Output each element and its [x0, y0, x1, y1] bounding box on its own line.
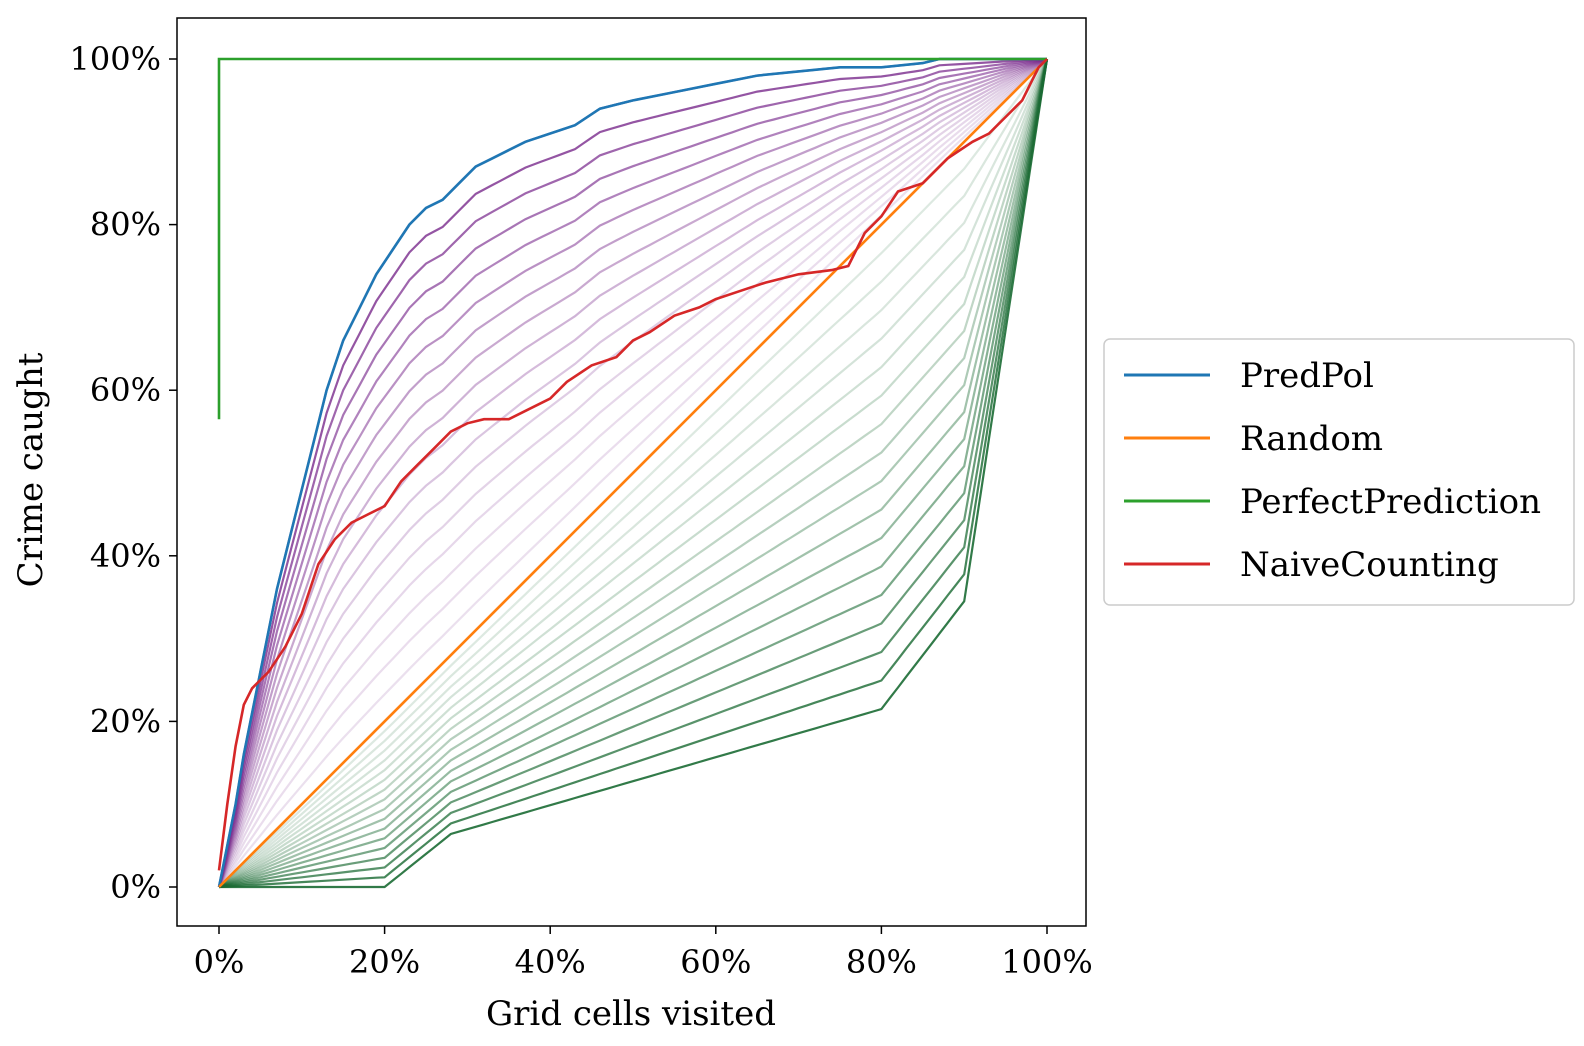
x-tick-label: 40%: [515, 943, 586, 981]
purple-curve: [217, 57, 1048, 888]
series-line-PredPol: [217, 57, 1047, 888]
green-curve: [219, 58, 1049, 889]
green-curve: [218, 58, 1048, 888]
y-axis: 0% 20% 40% 60% 80% 100%: [70, 40, 177, 906]
legend-label: PerfectPrediction: [1240, 482, 1541, 522]
green-curve: [218, 58, 1049, 889]
legend-label: PredPol: [1240, 356, 1374, 396]
green-curve: [218, 58, 1049, 888]
y-tick-label: 60%: [90, 371, 161, 409]
series-line-PerfectPrediction: [217, 57, 1047, 420]
purple-curve: [217, 57, 1048, 888]
series-line-Random: [218, 58, 1048, 888]
x-tick-label: 80%: [846, 943, 917, 981]
green-curve: [218, 58, 1049, 888]
green-curve: [218, 58, 1049, 888]
purple-curve: [217, 58, 1048, 888]
green-curve: [218, 58, 1049, 888]
x-tick-label: 60%: [680, 943, 751, 981]
legend-label: NaiveCounting: [1240, 545, 1499, 585]
y-tick-label: 20%: [90, 702, 161, 740]
green-curve: [218, 58, 1049, 889]
purple-curve: [217, 57, 1048, 888]
purple-curve: [218, 58, 1048, 888]
purple-curve: [218, 58, 1048, 888]
legend: PredPol Random PerfectPrediction NaiveCount…: [1103, 338, 1575, 606]
green-curve: [218, 58, 1049, 888]
series-lines: [217, 57, 1048, 888]
green-curve: [218, 58, 1049, 889]
y-tick-label: 80%: [90, 206, 161, 244]
legend-frame: [1103, 338, 1575, 606]
purple-curve: [217, 57, 1048, 888]
series-line-NaiveCounting: [217, 58, 1048, 871]
legend-label: Random: [1240, 419, 1383, 459]
y-tick-label: 0%: [110, 868, 161, 906]
y-axis-label: Crime caught: [11, 352, 51, 587]
y-tick-label: 40%: [90, 537, 161, 575]
purple-curve: [218, 58, 1048, 888]
y-tick-label: 100%: [70, 40, 161, 78]
green-curve: [218, 58, 1049, 888]
purple-curve: [217, 57, 1048, 888]
green-curve: [218, 58, 1048, 888]
purple-curve: [217, 58, 1048, 888]
green-curve: [218, 58, 1049, 889]
green-curve: [218, 58, 1048, 888]
x-tick-label: 100%: [1001, 943, 1092, 981]
green-curve: [218, 58, 1049, 889]
plot-frame: [176, 17, 1087, 927]
purple-curve: [218, 58, 1048, 888]
green-curve: [218, 58, 1049, 889]
x-tick-label: 20%: [349, 943, 420, 981]
x-axis-label: Grid cells visited: [486, 994, 776, 1034]
purple-curve: [217, 57, 1048, 888]
purple-curve: [217, 57, 1048, 888]
x-axis: 0% 20% 40% 60% 80% 100%: [194, 926, 1093, 981]
x-tick-label: 0%: [194, 943, 245, 981]
purple-curve: [217, 58, 1048, 888]
green-curve: [218, 58, 1049, 889]
